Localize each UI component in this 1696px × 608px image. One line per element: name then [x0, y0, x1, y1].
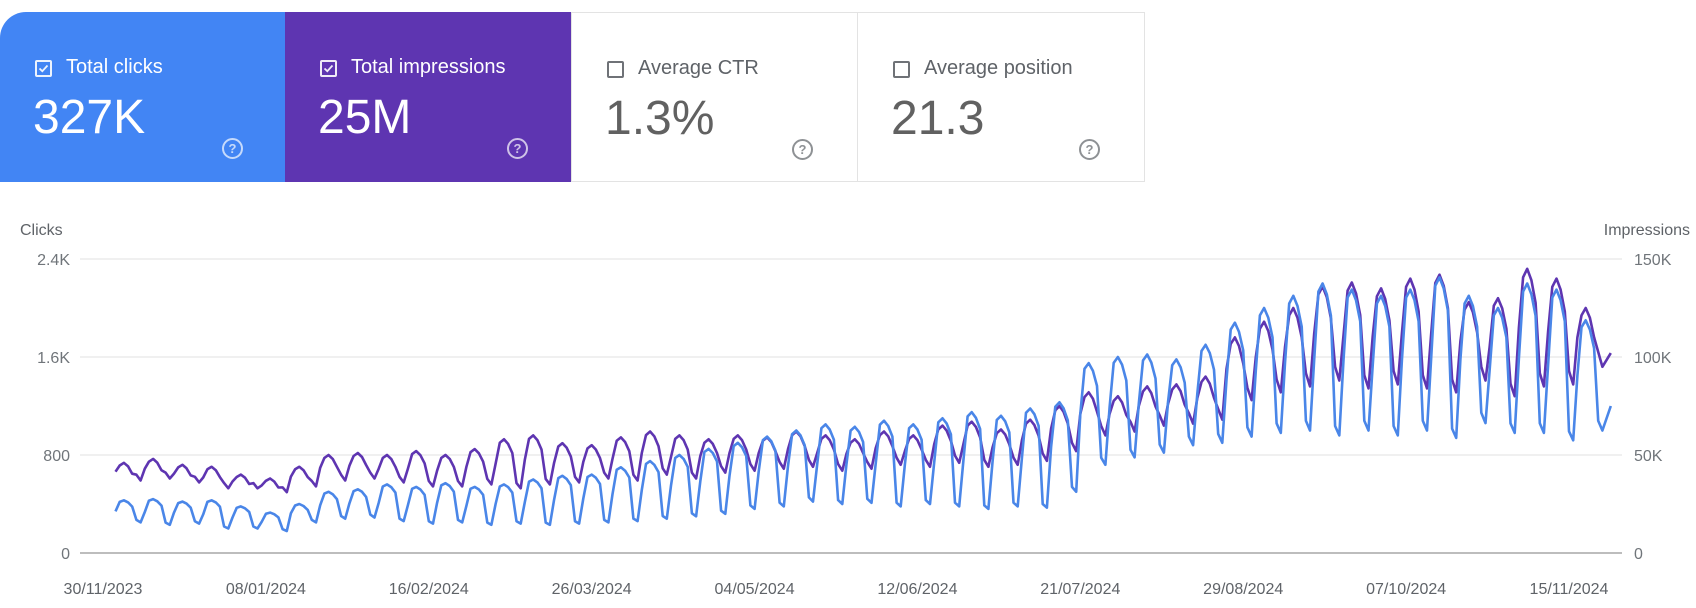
- card-value: 25M: [318, 91, 412, 144]
- right-tick-label: 50K: [1634, 448, 1663, 465]
- help-icon[interactable]: ?: [1079, 139, 1100, 160]
- checkbox-unchecked-icon[interactable]: [893, 61, 910, 78]
- card-label: Total impressions: [351, 56, 506, 78]
- average-ctr-card[interactable]: Average CTR 1.3% ?: [571, 12, 858, 182]
- card-value: 327K: [33, 91, 146, 144]
- x-tick-label: 07/10/2024: [1366, 581, 1446, 598]
- x-tick-label: 15/11/2024: [1530, 581, 1609, 598]
- x-tick-label: 26/03/2024: [552, 581, 632, 598]
- checkbox-checked-icon[interactable]: [35, 60, 52, 77]
- card-value: 1.3%: [605, 92, 715, 145]
- card-label: Average position: [924, 57, 1073, 79]
- clicks-series-line: [114, 276, 1613, 533]
- x-tick-label: 30/11/2023: [64, 581, 143, 598]
- left-tick-label: 1.6K: [37, 350, 70, 367]
- x-tick-label: 29/08/2024: [1203, 581, 1283, 598]
- help-icon[interactable]: ?: [507, 138, 528, 159]
- card-label: Total clicks: [66, 56, 163, 78]
- x-tick-label: 12/06/2024: [877, 581, 957, 598]
- total-clicks-card[interactable]: Total clicks 327K ?: [0, 12, 287, 182]
- checkbox-checked-icon[interactable]: [320, 60, 337, 77]
- total-impressions-card[interactable]: Total impressions 25M ?: [285, 12, 572, 182]
- x-tick-label: 04/05/2024: [715, 581, 795, 598]
- right-axis-title: Impressions: [1603, 222, 1690, 239]
- help-icon[interactable]: ?: [222, 138, 243, 159]
- right-tick-label: 150K: [1634, 252, 1672, 269]
- left-tick-label: 2.4K: [37, 252, 70, 269]
- x-tick-label: 16/02/2024: [389, 581, 469, 598]
- x-tick-label: 21/07/2024: [1040, 581, 1120, 598]
- average-position-card[interactable]: Average position 21.3 ?: [857, 12, 1145, 182]
- right-tick-label: 100K: [1634, 350, 1672, 367]
- card-label: Average CTR: [638, 57, 759, 79]
- left-axis-title: Clicks: [20, 222, 63, 239]
- help-icon[interactable]: ?: [792, 139, 813, 160]
- right-tick-label: 0: [1634, 546, 1643, 563]
- card-value: 21.3: [891, 92, 985, 145]
- left-tick-label: 0: [61, 546, 70, 563]
- x-tick-label: 08/01/2024: [226, 581, 306, 598]
- checkbox-unchecked-icon[interactable]: [607, 61, 624, 78]
- left-tick-label: 800: [43, 448, 70, 465]
